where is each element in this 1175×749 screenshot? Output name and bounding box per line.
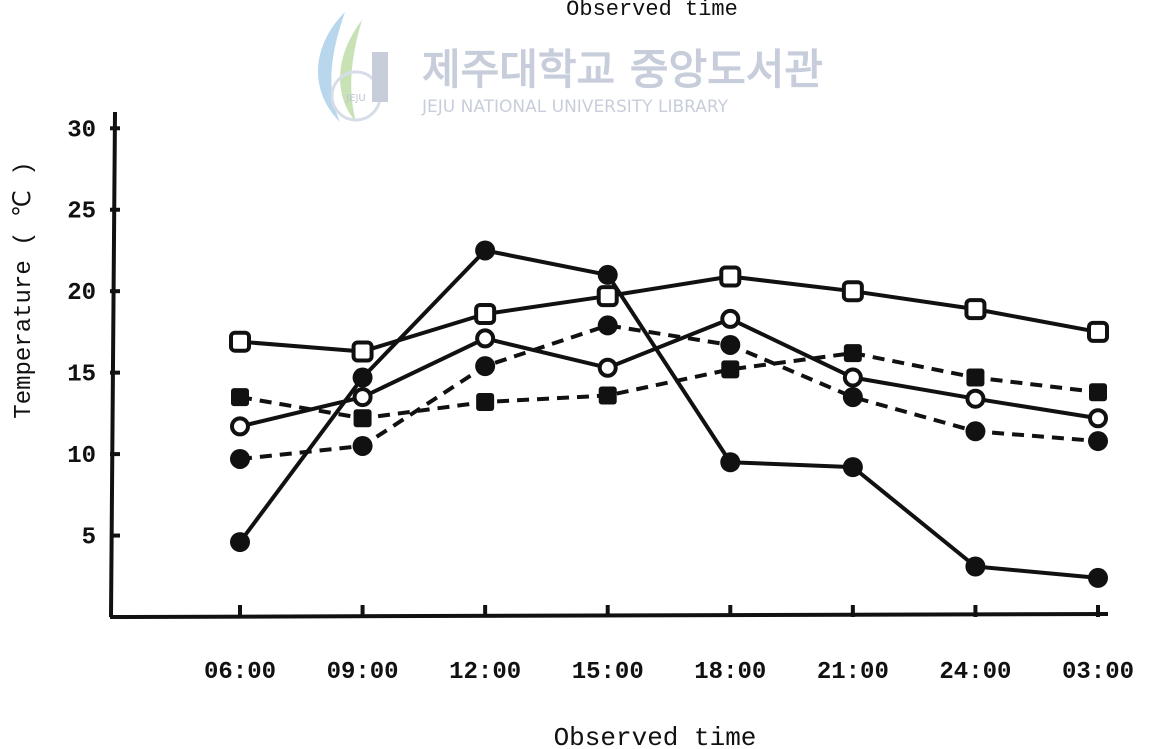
series-5 (231, 344, 1107, 428)
data-point (475, 328, 496, 349)
x-tick-label: 12:00 (449, 659, 521, 686)
data-point (843, 344, 862, 363)
series-line (239, 316, 1099, 429)
data-point (720, 308, 741, 329)
data-point (229, 330, 251, 353)
data-point (597, 264, 618, 285)
series-line (238, 248, 1099, 580)
data-point (842, 457, 863, 478)
data-point (1088, 408, 1108, 429)
data-point (1088, 567, 1108, 588)
data-point (475, 356, 496, 377)
data-point (352, 367, 373, 388)
x-tick-label: 09:00 (327, 659, 399, 686)
data-point (1089, 383, 1107, 402)
data-point (598, 386, 617, 405)
data-point (966, 368, 985, 387)
y-tick-label: 15 (67, 362, 96, 389)
data-point (720, 334, 741, 355)
data-point (720, 452, 741, 473)
series-line (239, 323, 1099, 461)
x-tick-group: 06:00 09:00 12:00 15:00 18:00 21:00 24:00 03:00 (204, 605, 1134, 686)
x-tick-label: 15:00 (572, 659, 644, 686)
x-tick-label: 18:00 (694, 659, 766, 686)
data-point (1087, 320, 1109, 343)
page-title: Observed time (566, 0, 738, 22)
data-point (842, 387, 863, 408)
library-logo-icon (318, 12, 382, 122)
series-line (239, 351, 1099, 421)
series-2 (230, 308, 1108, 437)
watermark-bar (372, 52, 388, 102)
watermark-english: JEJU NATIONAL UNIVERSITY LIBRARY (421, 97, 729, 117)
series-line (239, 274, 1099, 354)
x-tick-label: 24:00 (939, 659, 1011, 686)
data-point (1088, 431, 1108, 452)
y-tick-label: 20 (67, 280, 96, 307)
data-point (597, 357, 618, 378)
data-point (230, 416, 250, 437)
data-point (352, 387, 373, 408)
y-tick-label: 5 (82, 525, 96, 552)
library-watermark: JEJU 제주대학교 중앙도서관 JEJU NATIONAL UNIVERSIT… (318, 12, 823, 122)
data-point (596, 285, 619, 308)
watermark-logo-text: JEJU (345, 93, 366, 104)
series-3 (229, 265, 1109, 363)
data-point (964, 298, 987, 321)
data-point (597, 315, 618, 336)
data-point (352, 435, 373, 456)
x-tick-label: 03:00 (1062, 659, 1134, 686)
data-point (841, 280, 864, 303)
data-point (231, 388, 249, 407)
watermark-korean: 제주대학교 중앙도서관 (422, 45, 823, 94)
x-tick-label: 21:00 (817, 659, 889, 686)
data-point (721, 360, 740, 379)
y-axis-label: Temperature ( ℃ ) (11, 161, 38, 418)
data-point (965, 421, 986, 442)
y-tick-label: 10 (67, 443, 96, 470)
x-tick-label: 06:00 (204, 659, 276, 686)
series-1 (230, 240, 1108, 588)
data-point (842, 367, 863, 388)
x-axis-label: Observed time (554, 723, 757, 749)
data-point (719, 265, 742, 288)
data-point (476, 392, 495, 411)
data-point (965, 388, 986, 409)
series-layer (229, 240, 1109, 588)
data-point (965, 556, 986, 577)
data-point (230, 532, 250, 553)
y-axis (109, 111, 117, 618)
data-point (475, 240, 496, 261)
series-4 (230, 315, 1108, 469)
y-tick-label: 30 (67, 117, 96, 144)
y-tick-group: 5 10 15 20 25 30 (67, 117, 120, 552)
data-point (353, 409, 372, 428)
data-point (474, 303, 497, 325)
data-point (351, 340, 374, 363)
y-tick-label: 25 (67, 199, 96, 226)
data-point (230, 448, 250, 469)
